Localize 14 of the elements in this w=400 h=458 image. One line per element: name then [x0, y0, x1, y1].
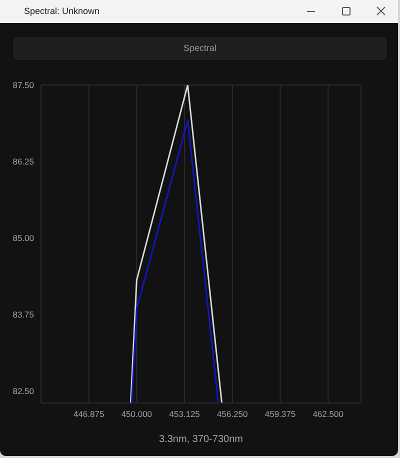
x-tick-label: 446.875	[73, 409, 104, 420]
chart-title: Spectral: Unknown	[24, 6, 100, 16]
y-tick-label: 87.50	[12, 80, 34, 90]
x-axis-title: 3.3nm, 370-730nm	[159, 434, 243, 445]
x-tick-label: 453.125	[169, 409, 200, 420]
x-tick-label: 459.375	[264, 409, 296, 420]
x-tick-label: 462.500	[312, 409, 344, 420]
x-tick-label: 450.000	[121, 409, 152, 420]
y-tick-label: 82.50	[12, 386, 34, 396]
x-tick-label: 456.250	[217, 409, 248, 420]
chart-subtitle: Spectral	[13, 37, 387, 60]
y-tick-label: 85.00	[12, 232, 34, 243]
y-tick-label: 83.75	[12, 309, 34, 320]
y-tick-label: 86.25	[12, 156, 34, 166]
